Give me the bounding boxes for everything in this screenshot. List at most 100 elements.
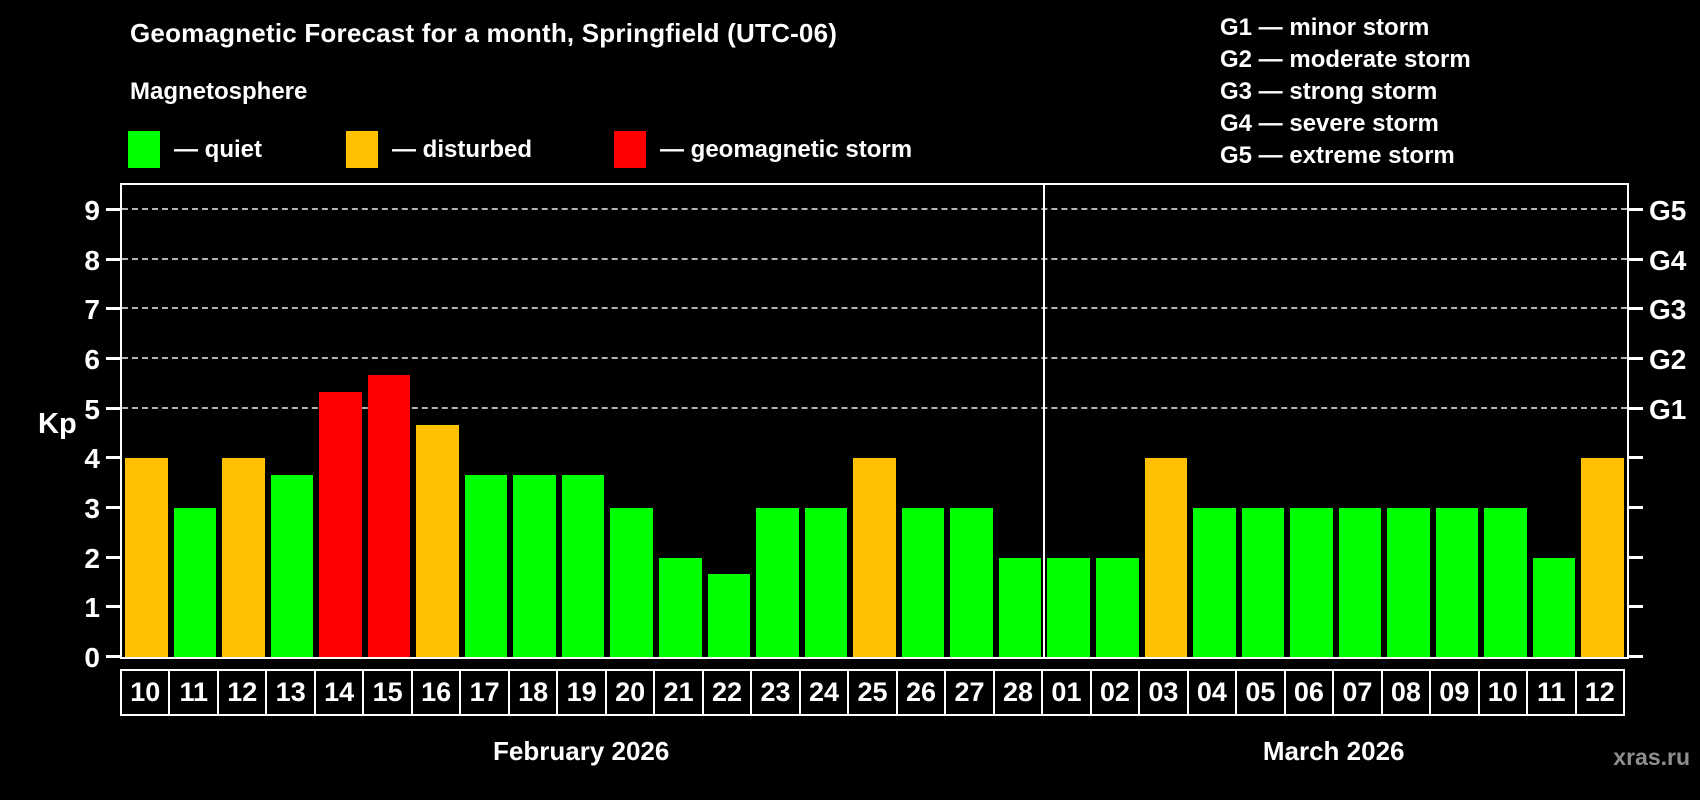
legend-item-storm: — geomagnetic storm — [614, 131, 912, 168]
day-label-12-mar: 12 — [1574, 669, 1626, 716]
legend-item-disturbed: — disturbed — [346, 131, 532, 168]
right-axis-label-G3: G3 — [1649, 294, 1687, 326]
y-axis-tick-7 — [106, 307, 120, 311]
y-axis-label-4: 4 — [84, 443, 100, 475]
bar-day-01-mar — [1047, 557, 1090, 657]
day-label-23-feb: 23 — [750, 669, 801, 716]
bar-day-09-mar — [1435, 507, 1479, 657]
right-axis-tick-3 — [1629, 505, 1643, 509]
bar-day-18-feb — [513, 474, 556, 657]
day-label-21-feb: 21 — [653, 669, 704, 716]
y-axis-label-0: 0 — [84, 642, 100, 673]
y-axis-label-7: 7 — [84, 294, 100, 326]
day-label-16-feb: 16 — [410, 669, 462, 716]
bar-day-12-mar — [1581, 458, 1624, 657]
day-label-01-mar: 01 — [1041, 669, 1092, 716]
y-axis-label-5: 5 — [84, 393, 100, 425]
day-label-15-feb: 15 — [362, 669, 413, 716]
month-label-march: March 2026 — [1262, 736, 1405, 766]
bar-day-25-feb — [853, 458, 896, 657]
gridline-kp-9 — [122, 207, 1627, 210]
bar-day-15-feb — [367, 375, 411, 657]
bar-day-11-mar — [1532, 557, 1576, 657]
g-legend-line-2: G2 — moderate storm — [1220, 46, 1471, 73]
bar-day-10-mar — [1484, 507, 1527, 657]
plot-area: 0 1 2 3 4 5 6 7 8 9 G1 G2 G3 G4 G5 — [84, 183, 1686, 673]
legend-label-storm: — geomagnetic storm — [660, 135, 913, 163]
y-axis-tick-9 — [106, 207, 120, 211]
bar-day-05-mar — [1241, 507, 1285, 657]
bar-day-03-mar — [1144, 458, 1188, 657]
bar-day-23-feb — [756, 507, 799, 657]
y-axis-label-2: 2 — [84, 542, 100, 574]
g-legend-line-1: G1 — minor storm — [1220, 14, 1430, 41]
y-axis-tick-8 — [106, 257, 120, 261]
day-label-26-feb: 26 — [895, 669, 947, 716]
bar-day-14-feb — [319, 392, 362, 657]
day-label-03-mar: 03 — [1138, 669, 1189, 716]
bar-day-10-feb — [125, 458, 168, 657]
month-boundary-line — [1043, 185, 1046, 657]
day-label-10-mar: 10 — [1477, 669, 1529, 716]
y-axis-tick-3 — [106, 505, 120, 509]
bar-day-06-mar — [1290, 507, 1333, 657]
y-axis-tick-0 — [106, 655, 120, 658]
right-axis-tick-4 — [1629, 456, 1643, 460]
g-legend-line-3: G3 — strong storm — [1220, 78, 1438, 105]
bar-day-19-feb — [561, 474, 605, 657]
right-axis-tick-2 — [1629, 555, 1643, 559]
gridline-kp-7 — [122, 307, 1627, 310]
day-label-19-feb: 19 — [556, 669, 607, 716]
bar-day-28-feb — [998, 557, 1042, 657]
bar-day-21-feb — [659, 557, 702, 657]
y-axis-tick-5 — [106, 406, 120, 410]
disturbed-color-swatch — [346, 131, 378, 168]
right-axis-tick-1 — [1629, 605, 1643, 609]
storm-color-swatch — [614, 131, 646, 168]
right-axis-tick-0 — [1629, 655, 1643, 658]
right-axis-tick-7 — [1629, 307, 1643, 311]
y-axis-label-3: 3 — [84, 492, 100, 524]
day-label-13-feb: 13 — [265, 669, 316, 716]
bar-day-08-mar — [1387, 507, 1430, 657]
day-label-24-feb: 24 — [798, 669, 850, 716]
day-label-28-feb: 28 — [992, 669, 1044, 716]
y-axis-tick-4 — [106, 456, 120, 460]
right-axis-tick-9 — [1629, 207, 1643, 211]
day-label-20-feb: 20 — [604, 669, 656, 716]
bar-day-11-feb — [173, 507, 217, 657]
day-label-18-feb: 18 — [507, 669, 559, 716]
y-axis-tick-6 — [106, 356, 120, 360]
x-axis-day-labels: 10 11 12 13 14 15 16 17 18 19 20 21 22 23 24 25 26 27 28 01… — [120, 669, 1626, 716]
bar-day-20-feb — [610, 507, 654, 657]
gridline-kp-8 — [122, 257, 1627, 260]
right-axis-label-G4: G4 — [1649, 244, 1687, 276]
bar-day-07-mar — [1338, 507, 1382, 657]
day-label-10-feb: 10 — [120, 669, 171, 716]
day-label-07-mar: 07 — [1332, 669, 1383, 716]
quiet-color-swatch — [128, 131, 160, 168]
chart-title: Geomagnetic Forecast for a month, Spring… — [130, 18, 838, 48]
day-label-27-feb: 27 — [944, 669, 995, 716]
bar-day-12-feb — [222, 458, 265, 657]
y-axis-title: Kp — [38, 408, 77, 440]
bar-day-16-feb — [416, 424, 459, 657]
bar-day-22-feb — [707, 574, 751, 657]
y-axis-tick-1 — [106, 605, 120, 609]
day-label-14-feb: 14 — [313, 669, 365, 716]
day-label-02-mar: 02 — [1089, 669, 1141, 716]
magnetosphere-label: Magnetosphere — [130, 78, 308, 105]
watermark-xras: xras.ru — [1613, 744, 1690, 770]
day-label-25-feb: 25 — [847, 669, 898, 716]
day-label-04-mar: 04 — [1186, 669, 1238, 716]
right-axis-tick-8 — [1629, 257, 1643, 261]
bar-day-17-feb — [464, 474, 508, 657]
right-axis-tick-6 — [1629, 356, 1643, 360]
g-legend-line-4: G4 — severe storm — [1220, 110, 1439, 137]
day-label-22-feb: 22 — [701, 669, 753, 716]
day-label-12-feb: 12 — [216, 669, 268, 716]
gridline-kp-6 — [122, 356, 1627, 359]
g-legend-line-5: G5 — extreme storm — [1220, 142, 1455, 169]
bar-day-04-mar — [1193, 507, 1236, 657]
